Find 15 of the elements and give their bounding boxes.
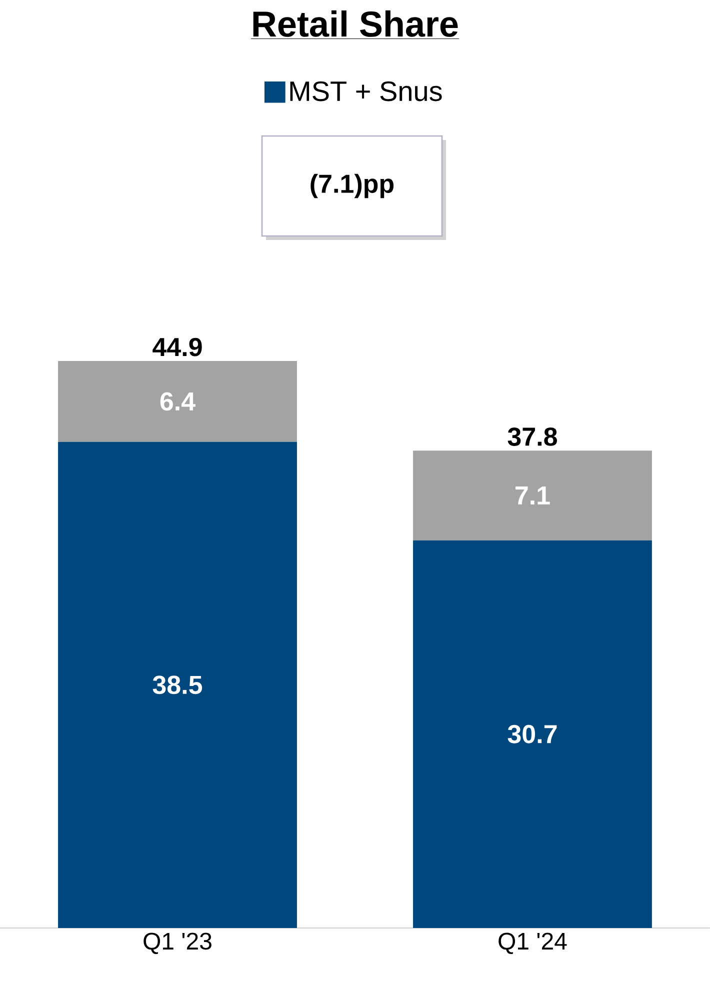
bar bbox=[413, 450, 652, 540]
bar bbox=[413, 540, 652, 928]
x-tick-label: Q1 '23 bbox=[144, 932, 212, 954]
data-label: 38.5 bbox=[152, 676, 202, 694]
total-label: 37.8 bbox=[508, 428, 557, 446]
x-tick-label: Q1 '24 bbox=[498, 932, 567, 954]
text: (7.1)pp bbox=[310, 174, 394, 198]
data-label: 7.1 bbox=[516, 486, 550, 504]
data-label: 6.4 bbox=[160, 392, 196, 411]
total-label: 44.9 bbox=[152, 338, 202, 356]
data-label: 30.7 bbox=[508, 724, 557, 744]
chart-title: Retail Share bbox=[253, 10, 458, 37]
bar bbox=[58, 361, 297, 442]
legend-label: MST + Snus bbox=[290, 81, 442, 102]
bar bbox=[58, 442, 297, 928]
